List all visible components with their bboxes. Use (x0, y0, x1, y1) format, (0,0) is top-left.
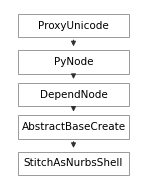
FancyBboxPatch shape (19, 115, 128, 139)
Text: DependNode: DependNode (40, 90, 107, 99)
FancyBboxPatch shape (19, 14, 128, 37)
Text: ProxyUnicode: ProxyUnicode (38, 21, 109, 31)
FancyBboxPatch shape (19, 83, 128, 106)
Text: StitchAsNurbsShell: StitchAsNurbsShell (24, 158, 123, 168)
Text: AbstractBaseCreate: AbstractBaseCreate (21, 122, 126, 132)
FancyBboxPatch shape (19, 50, 128, 74)
Text: PyNode: PyNode (54, 57, 93, 67)
FancyBboxPatch shape (19, 152, 128, 175)
